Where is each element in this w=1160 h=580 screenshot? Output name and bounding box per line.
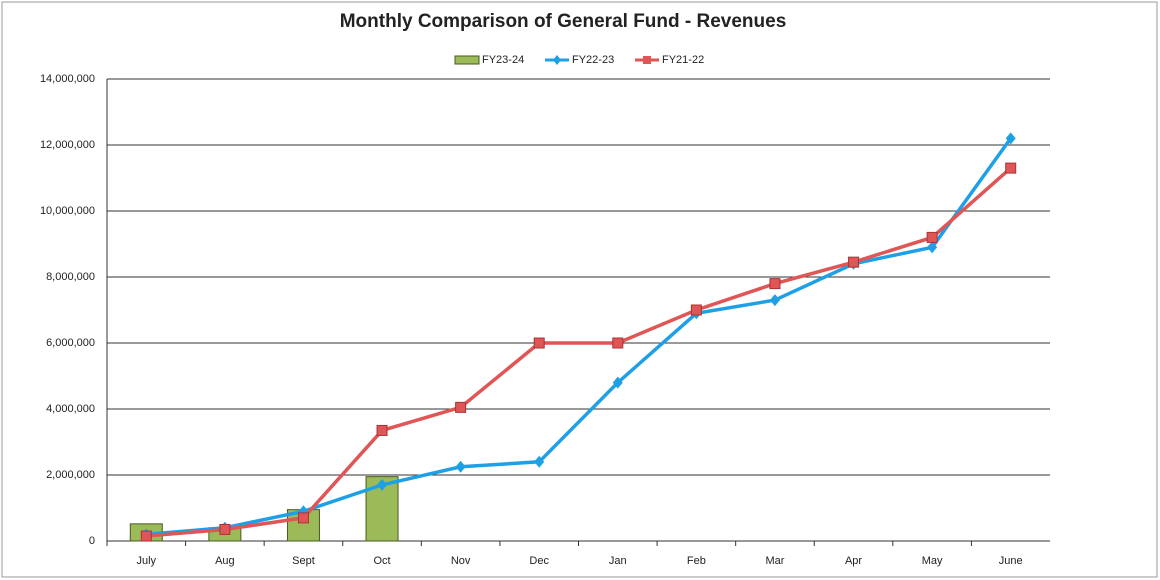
x-tick-label: Jan [609,555,627,567]
line [146,166,1012,538]
marker [612,337,624,349]
marker [927,241,938,254]
y-tick-label: 10,000,000 [40,205,95,217]
marker [769,278,781,290]
marker [690,304,702,316]
legend-marker [643,56,651,64]
legend-label: FY21-22 [662,54,704,66]
marker [455,460,466,473]
marker [297,512,309,524]
marker [1005,132,1016,145]
marker [534,455,545,468]
y-tick-label: 14,000,000 [40,73,95,85]
marker [612,376,623,389]
y-tick-label: 8,000,000 [46,271,95,283]
marker [848,256,860,268]
legend-marker [553,55,561,65]
legend-label: FY23-24 [482,54,524,66]
chart-title: Monthly Comparison of General Fund - Rev… [340,11,787,32]
x-tick-label: May [922,555,943,567]
x-tick-label: Dec [529,555,549,567]
legend-label: FY22-23 [572,54,614,66]
x-tick-label: Sept [292,555,315,567]
y-tick-label: 0 [89,535,95,547]
x-tick-label: June [999,555,1023,567]
marker [533,337,545,349]
marker [140,530,152,542]
marker [219,523,231,535]
marker [376,424,388,436]
marker [455,401,467,413]
x-tick-label: Feb [687,555,706,567]
x-tick-label: Mar [765,555,784,567]
x-tick-label: Nov [451,555,471,567]
y-tick-label: 4,000,000 [46,403,95,415]
marker [377,478,388,491]
y-tick-label: 2,000,000 [46,469,95,481]
x-tick-label: Oct [373,555,390,567]
marker [926,231,938,243]
marker [1005,162,1017,174]
x-tick-label: Apr [845,555,862,567]
x-tick-label: July [137,555,157,567]
x-tick-label: Aug [215,555,235,567]
legend-swatch [454,55,480,65]
y-tick-label: 12,000,000 [40,139,95,151]
marker [769,294,780,307]
y-tick-label: 6,000,000 [46,337,95,349]
line [146,137,1013,537]
